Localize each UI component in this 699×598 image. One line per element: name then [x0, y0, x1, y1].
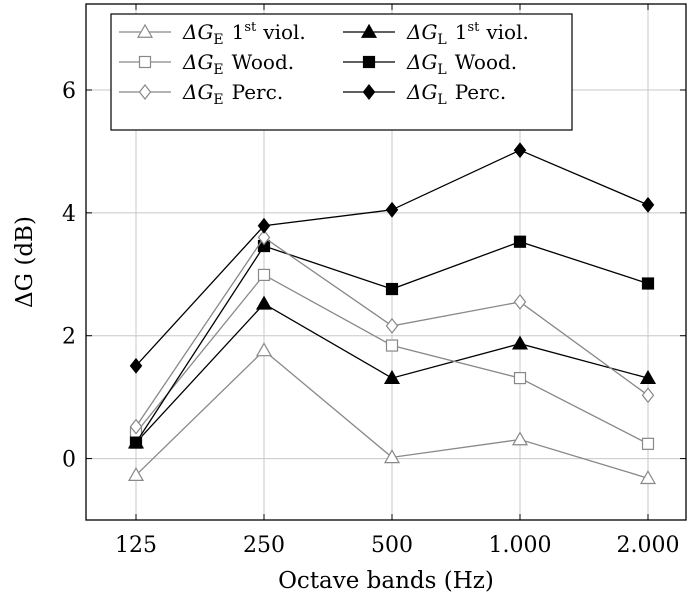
data-point: [511, 335, 529, 350]
legend-entry: ΔGE 1st viol.: [119, 20, 306, 48]
legend-entry: ΔGE Wood.: [119, 50, 294, 78]
legend-label: ΔGL Wood.: [406, 50, 517, 78]
data-point: [257, 268, 271, 281]
legend-entry: ΔGL Wood.: [343, 50, 517, 78]
legend-entry: ΔGL 1st viol.: [343, 20, 529, 48]
legend-entry: ΔGE Perc.: [119, 80, 283, 108]
plot-frame: [85, 3, 687, 521]
data-point: [255, 295, 273, 310]
series-group: [127, 142, 657, 485]
axis-ticks: 125 250 500 1.000 2.000 0 2 4 6: [62, 4, 686, 558]
legend-marker: [360, 23, 378, 38]
data-point: [129, 418, 143, 435]
y-tick-label: 0: [62, 448, 76, 473]
y-axis-label: ΔG (dB): [12, 216, 38, 308]
legend-marker: [138, 55, 152, 69]
series-1: [127, 295, 657, 449]
data-point: [513, 235, 527, 248]
legend-marker: [362, 84, 376, 100]
series-3: [129, 235, 655, 449]
data-point: [385, 339, 399, 352]
legend-marker: [136, 23, 154, 38]
data-point: [385, 282, 399, 296]
legend-box: [110, 13, 573, 131]
x-tick-label: 250: [243, 533, 285, 558]
series-4: [129, 229, 655, 435]
legend-marker: [138, 84, 152, 100]
data-point: [385, 201, 399, 218]
x-tick-label: 1.000: [489, 533, 552, 558]
data-point: [641, 437, 655, 450]
data-point: [383, 369, 401, 384]
x-tick-label: 2.000: [617, 533, 680, 558]
data-point: [257, 229, 271, 246]
x-tick-label: 500: [371, 533, 413, 558]
data-point: [511, 431, 529, 446]
data-point: [639, 369, 657, 384]
data-point: [513, 142, 527, 159]
data-point: [641, 196, 655, 213]
y-tick-label: 4: [62, 202, 76, 227]
data-point: [255, 342, 273, 357]
legend: ΔGE 1st viol. ΔGL 1st viol.ΔGE Wood. ΔGL Wood.ΔG…: [110, 13, 573, 131]
legend-marker: [362, 55, 376, 69]
y-tick-label: 2: [62, 325, 76, 350]
data-point: [513, 372, 527, 385]
series-0: [127, 342, 657, 485]
legend-label: ΔGE 1st viol.: [182, 20, 306, 48]
x-axis-label: Octave bands (Hz): [278, 568, 494, 594]
data-point: [257, 217, 271, 234]
data-point: [385, 317, 399, 334]
data-point: [383, 449, 401, 464]
y-tick-label: 6: [62, 79, 76, 104]
x-tick-label: 125: [115, 533, 157, 558]
data-point: [641, 387, 655, 404]
legend-label: ΔGE Wood.: [182, 50, 294, 78]
data-point: [639, 470, 657, 485]
data-point: [641, 277, 655, 290]
data-point: [129, 357, 143, 374]
legend-entry: ΔGL Perc.: [343, 80, 506, 108]
legend-label: ΔGE Perc.: [182, 80, 283, 108]
series-5: [129, 142, 655, 374]
data-point: [127, 466, 145, 482]
data-point: [129, 436, 143, 449]
legend-label: ΔGL Perc.: [406, 80, 506, 108]
data-point: [513, 293, 527, 310]
legend-label: ΔGL 1st viol.: [406, 20, 529, 48]
